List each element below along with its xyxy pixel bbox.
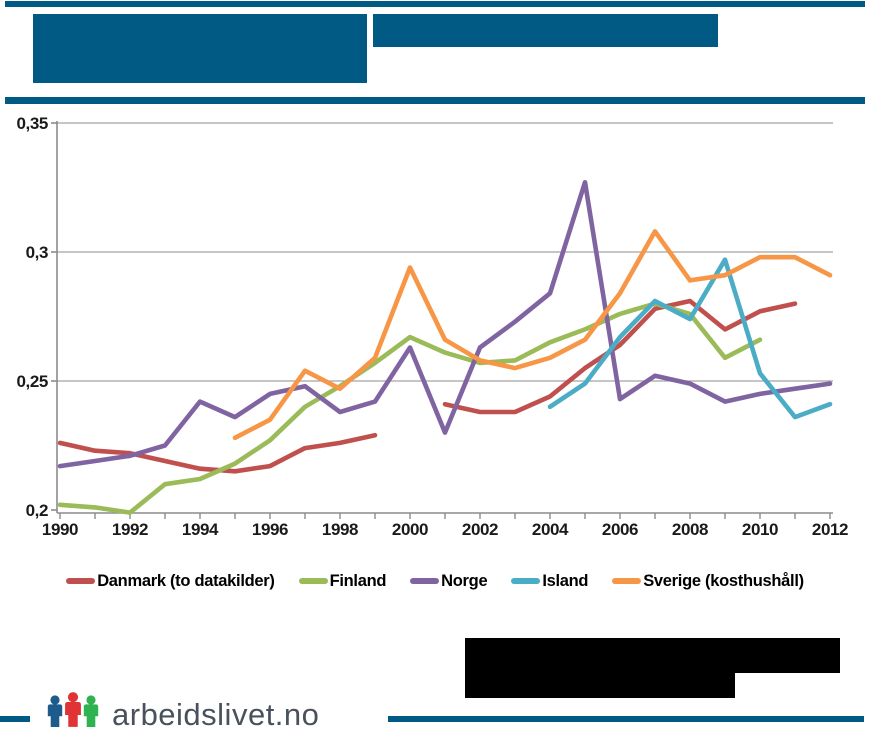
footer-rule-right: [388, 716, 864, 722]
gini-line-chart: 0,35 0,3 0,25 0,2 1990 1992 1994 1996 1998 2000 20…: [0, 105, 870, 563]
logo-person-body: [47, 704, 63, 727]
legend-swatch-sverige-kosthushåll: [612, 578, 642, 584]
series-line-finland: [57, 301, 763, 515]
redacted-caption-block-bottom: [465, 673, 735, 698]
series-line-danmark-to-datakilder-seg1: [57, 432, 378, 474]
legend-label-sverige-kosthushåll: Sverige (kosthushåll): [643, 571, 804, 590]
logo-person-body: [83, 704, 99, 727]
x-tick-label-1998: 1998: [322, 520, 358, 539]
legend-item-norge: Norge: [410, 571, 488, 591]
legend-item-island: Island: [511, 571, 589, 591]
logo-person-body: [65, 702, 81, 727]
logo-person-head: [67, 692, 79, 703]
x-tick-label-2006: 2006: [602, 520, 638, 539]
x-tick-label-1992: 1992: [112, 520, 148, 539]
series-line-norge: [57, 180, 833, 469]
header-top-bar: [5, 1, 865, 7]
series-line-sverige-kosthushåll: [232, 229, 833, 441]
legend-label-finland: Finland: [329, 571, 387, 590]
x-tick-label-2012: 2012: [812, 520, 848, 539]
x-tick-label-1994: 1994: [182, 520, 219, 539]
x-tick-label-1996: 1996: [252, 520, 288, 539]
logo-person-red-icon: [65, 692, 81, 727]
y-tick-label-0,3: 0,3: [26, 243, 48, 262]
legend-label-danmark-to-datakilder: Danmark (to datakilder): [97, 571, 275, 590]
y-tick-label-0,2: 0,2: [26, 501, 48, 520]
footer-rule-left: [0, 716, 30, 722]
legend-item-sverige-kosthushåll: Sverige (kosthushåll): [612, 572, 804, 591]
series-line-island: [547, 257, 833, 420]
redacted-caption-block-top: [465, 638, 840, 673]
header-divider-rule: [5, 97, 865, 104]
x-tick-label-2000: 2000: [392, 520, 428, 539]
logo-person-head: [50, 695, 60, 705]
chart-legend: Danmark (to datakilder) Finland Norge Islan…: [0, 565, 870, 597]
legend-label-island: Island: [542, 571, 589, 590]
legend-swatch-norge: [410, 578, 440, 584]
x-tick-label-2008: 2008: [672, 520, 708, 539]
legend-item-danmark-to-datakilder: Danmark (to datakilder): [66, 571, 275, 591]
x-tick-label-2010: 2010: [742, 520, 778, 539]
legend-swatch-danmark-to-datakilder: [66, 578, 96, 584]
x-tick-label-1990: 1990: [42, 520, 78, 539]
series-line-danmark-to-datakilder-seg2: [442, 298, 798, 415]
x-tick-label-2002: 2002: [462, 520, 498, 539]
legend-label-norge: Norge: [441, 571, 488, 590]
legend-item-finland: Finland: [298, 571, 387, 591]
logo-person-head: [86, 695, 96, 705]
redacted-title-block-secondary: [373, 14, 718, 47]
x-tick-label-2004: 2004: [532, 520, 569, 539]
brand-logo: [47, 692, 99, 727]
y-tick-label-0,25: 0,25: [17, 372, 49, 391]
y-tick-label-0,35: 0,35: [17, 114, 49, 133]
legend-swatch-island: [511, 578, 541, 584]
logo-person-blue-icon: [47, 695, 63, 727]
legend-swatch-finland: [298, 578, 328, 584]
brand-name: arbeidslivet.no: [112, 697, 320, 732]
redacted-title-block-primary: [33, 14, 367, 83]
logo-person-green-icon: [83, 695, 99, 727]
